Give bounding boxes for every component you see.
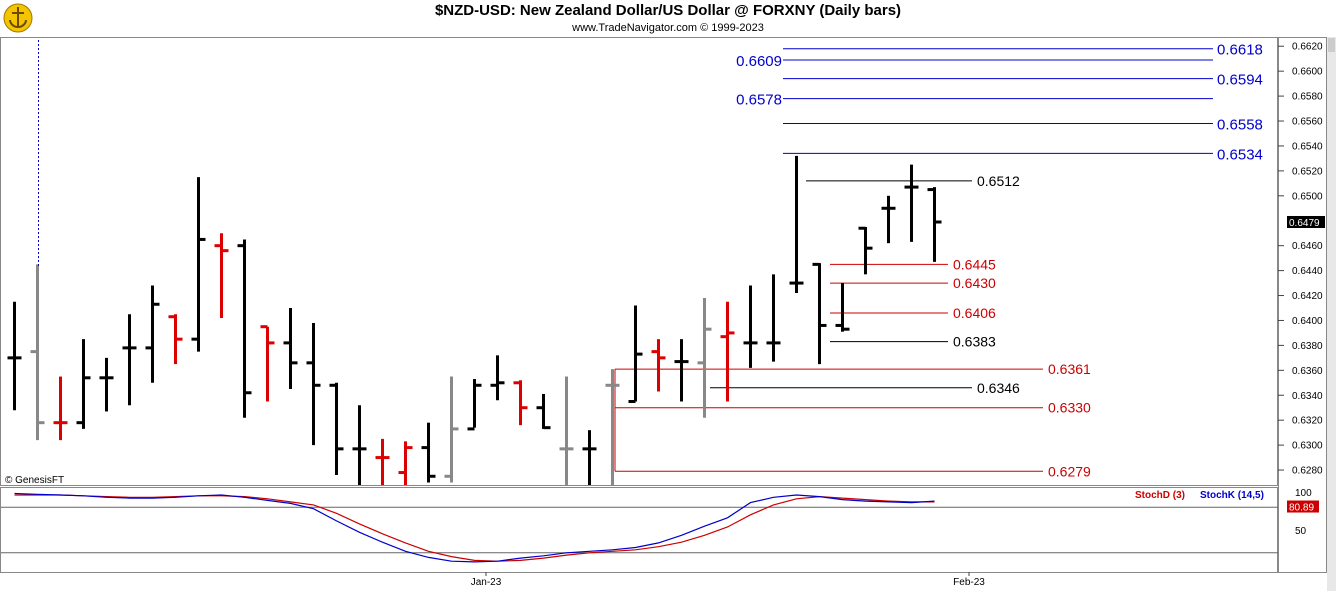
price-level-label: 0.6383: [953, 334, 996, 350]
ohlc-bar: [720, 301, 735, 402]
ohlc-bar: [490, 355, 505, 401]
y-tick-label: 0.6620: [1292, 42, 1323, 53]
ohlc-bar: [260, 325, 275, 402]
fib-level-label: 0.6558: [1217, 117, 1263, 134]
price-level-label: 0.6346: [977, 380, 1020, 396]
fib-level-label: 0.6361: [1048, 361, 1091, 377]
ohlc-bar: [421, 422, 436, 483]
ohlc-bar: [191, 177, 206, 352]
price-axis-frame: [1278, 37, 1327, 573]
ohlc-bar: [674, 339, 689, 402]
ohlc-bar: [375, 438, 390, 485]
fib-level-label: 0.6594: [1217, 72, 1263, 89]
y-tick-label: 0.6400: [1292, 316, 1323, 327]
last-price-badge: [1287, 215, 1325, 228]
ohlc-bar: [53, 376, 68, 441]
fib-level-label: 0.6445: [953, 256, 996, 272]
watermark-text: © GenesisFT: [5, 475, 64, 486]
ohlc-bar: [559, 376, 574, 485]
ohlc-bar: [743, 285, 758, 368]
ohlc-bar: [881, 195, 896, 244]
fib-level-label: 0.6578: [736, 92, 782, 109]
y-tick-label: 0.6380: [1292, 341, 1323, 352]
price-level-label: 0.6512: [977, 173, 1020, 189]
x-tick-label: Jan-23: [471, 577, 502, 588]
price-axis-background: [1285, 40, 1325, 570]
ohlc-bar: [352, 405, 367, 485]
scrollbar[interactable]: [1327, 37, 1336, 591]
stoch-tick-label: 50: [1295, 526, 1307, 537]
ohlc-bar: [513, 380, 528, 426]
fib-level-label: 0.6330: [1048, 400, 1091, 416]
last-price-label: 0.6479: [1289, 218, 1320, 229]
x-tick-label: Feb-23: [953, 577, 985, 588]
stoch-last-label: 80.89: [1289, 503, 1314, 514]
ohlc-bar: [145, 285, 160, 383]
scrollbar-up-button[interactable]: [1328, 38, 1335, 52]
chart-subtitle: www.TradeNavigator.com © 1999-2023: [572, 22, 764, 34]
stochD-line: [14, 494, 935, 562]
ohlc-bar: [444, 376, 459, 483]
ohlc-bar: [214, 233, 229, 318]
ohlc-bar: [467, 379, 482, 431]
y-tick-label: 0.6280: [1292, 466, 1323, 477]
chart-title: $NZD-USD: New Zealand Dollar/US Dollar @…: [434, 2, 902, 19]
ohlc-bar: [536, 394, 551, 430]
fib-level-label: 0.6406: [953, 305, 996, 321]
y-tick-label: 0.6460: [1292, 241, 1323, 252]
ohlc-bar: [99, 357, 114, 412]
y-tick-label: 0.6540: [1292, 141, 1323, 152]
ohlc-bar: [904, 164, 919, 242]
y-tick-label: 0.6320: [1292, 416, 1323, 427]
y-tick-label: 0.6500: [1292, 191, 1323, 202]
ohlc-bar: [76, 339, 91, 429]
y-tick-label: 0.6580: [1292, 92, 1323, 103]
ohlc-bar: [237, 239, 252, 418]
stochK-legend: StochK (14,5): [1200, 490, 1264, 501]
y-tick-label: 0.6360: [1292, 366, 1323, 377]
ohlc-bar: [697, 298, 712, 418]
ohlc-bar: [168, 314, 183, 365]
fib-level-label: 0.6279: [1048, 463, 1091, 479]
ohlc-bar: [582, 430, 597, 485]
y-tick-label: 0.6340: [1292, 391, 1323, 402]
ohlc-bar: [858, 226, 873, 275]
stoch-panel-frame: [0, 487, 1278, 573]
fib-level-label: 0.6534: [1217, 146, 1263, 163]
ohlc-bar: [398, 441, 413, 485]
ohlc-bar: [283, 307, 298, 390]
stoch-last-badge: [1287, 500, 1319, 513]
ohlc-bar: [812, 262, 827, 365]
ohlc-bar: [789, 155, 804, 294]
ohlc-bar: [651, 339, 666, 392]
fib-level-label: 0.6430: [953, 275, 996, 291]
ohlc-bar: [306, 322, 321, 446]
y-tick-label: 0.6440: [1292, 266, 1323, 277]
ohlc-bar: [30, 264, 45, 441]
ohlc-bar: [835, 283, 850, 332]
ohlc-bar: [7, 301, 22, 411]
trade-navigator-logo-icon: [2, 2, 34, 34]
ohlc-bar: [766, 274, 781, 362]
y-tick-label: 0.6520: [1292, 166, 1323, 177]
ohlc-bar: [605, 369, 620, 485]
y-tick-label: 0.6600: [1292, 67, 1323, 78]
ohlc-bar: [927, 187, 942, 262]
price-panel-frame: [0, 37, 1278, 486]
ohlc-bar: [122, 314, 137, 406]
y-tick-label: 0.6560: [1292, 117, 1323, 128]
stochK-line: [14, 492, 935, 563]
ohlc-bar: [329, 382, 344, 476]
fib-level-label: 0.6609: [736, 53, 782, 70]
y-tick-label: 0.6300: [1292, 441, 1323, 452]
fib-level-label: 0.6618: [1217, 42, 1263, 59]
stoch-tick-label: 100: [1295, 488, 1312, 499]
ohlc-bar: [628, 305, 643, 403]
stochD-legend: StochD (3): [1135, 490, 1185, 501]
y-tick-label: 0.6420: [1292, 291, 1323, 302]
